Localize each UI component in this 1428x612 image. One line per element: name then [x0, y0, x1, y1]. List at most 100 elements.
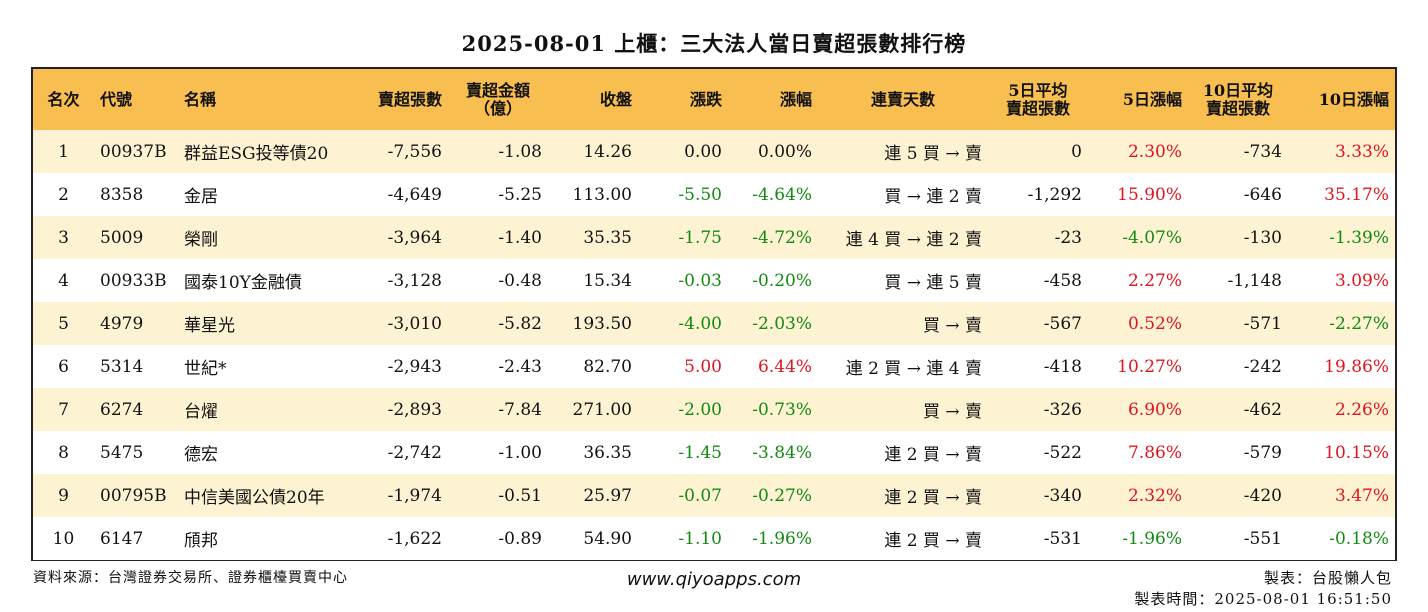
ranking-table: 名次 代號 名稱 賣超張數 賣超金額 （億） 收盤 漲跌 漲幅 連賣天數 5日平均…: [31, 67, 1397, 561]
cell-pct5: 2.27%: [1088, 259, 1188, 302]
cell-avg10: -571: [1188, 302, 1288, 345]
cell-avg5: -522: [988, 431, 1088, 474]
cell-avg5: -418: [988, 345, 1088, 388]
cell-sell-qty: -4,649: [348, 173, 448, 216]
cell-avg5: -458: [988, 259, 1088, 302]
cell-avg10: -579: [1188, 431, 1288, 474]
cell-avg10: -420: [1188, 474, 1288, 517]
cell-close: 14.26: [548, 130, 638, 173]
cell-pct10: 3.09%: [1288, 259, 1395, 302]
maker-credit: 製表：台股懶人包: [1264, 567, 1392, 588]
table-row: 9 00795B 中信美國公債20年 -1,974 -0.51 25.97 -0.07 -0.…: [33, 474, 1395, 517]
cell-rank: 9: [33, 474, 94, 517]
cell-code: 6147: [94, 517, 178, 560]
cell-name: 台燿: [178, 388, 348, 431]
cell-streak: 買 → 連 5 賣: [818, 259, 988, 302]
cell-pct5: -1.96%: [1088, 517, 1188, 560]
cell-sell-amt: -5.82: [448, 302, 548, 345]
cell-close: 25.97: [548, 474, 638, 517]
cell-pct: -0.27%: [728, 474, 818, 517]
header-avg5: 5日平均 賣超張數: [988, 69, 1088, 130]
header-avg10: 10日平均 賣超張數: [1188, 69, 1288, 130]
website-link[interactable]: www.qiyoapps.com: [0, 569, 1428, 590]
cell-streak: 連 2 買 → 連 4 賣: [818, 345, 988, 388]
cell-rank: 7: [33, 388, 94, 431]
cell-pct5: 10.27%: [1088, 345, 1188, 388]
cell-pct: -4.64%: [728, 173, 818, 216]
cell-change: -1.75: [638, 216, 728, 259]
cell-sell-amt: -2.43: [448, 345, 548, 388]
cell-streak: 買 → 賣: [818, 388, 988, 431]
cell-pct: -4.72%: [728, 216, 818, 259]
cell-avg10: -242: [1188, 345, 1288, 388]
cell-code: 00795B: [94, 474, 178, 517]
cell-avg5: -23: [988, 216, 1088, 259]
table-row: 8 5475 德宏 -2,742 -1.00 36.35 -1.45 -3.84% 連 2 買 …: [33, 431, 1395, 474]
cell-avg10: -130: [1188, 216, 1288, 259]
cell-avg10: -462: [1188, 388, 1288, 431]
table-row: 2 8358 金居 -4,649 -5.25 113.00 -5.50 -4.64% 買 → 連…: [33, 173, 1395, 216]
header-sell-amt-line2: （億）: [474, 99, 522, 118]
cell-pct10: 10.15%: [1288, 431, 1395, 474]
cell-pct5: 0.52%: [1088, 302, 1188, 345]
cell-change: -1.45: [638, 431, 728, 474]
cell-change: -4.00: [638, 302, 728, 345]
cell-avg10: -734: [1188, 130, 1288, 173]
cell-name: 華星光: [178, 302, 348, 345]
cell-pct10: -0.18%: [1288, 517, 1395, 560]
cell-streak: 連 2 買 → 賣: [818, 431, 988, 474]
header-streak: 連賣天數: [818, 69, 988, 130]
table-row: 5 4979 華星光 -3,010 -5.82 193.50 -4.00 -2.03% 買 → …: [33, 302, 1395, 345]
cell-rank: 8: [33, 431, 94, 474]
cell-sell-qty: -1,622: [348, 517, 448, 560]
cell-close: 271.00: [548, 388, 638, 431]
cell-avg5: -531: [988, 517, 1088, 560]
cell-code: 00937B: [94, 130, 178, 173]
cell-name: 榮剛: [178, 216, 348, 259]
cell-pct10: 35.17%: [1288, 173, 1395, 216]
cell-sell-amt: -1.40: [448, 216, 548, 259]
cell-code: 5314: [94, 345, 178, 388]
cell-pct10: 3.47%: [1288, 474, 1395, 517]
header-pct: 漲幅: [728, 69, 818, 130]
cell-sell-qty: -3,128: [348, 259, 448, 302]
cell-pct5: 7.86%: [1088, 431, 1188, 474]
cell-sell-amt: -0.48: [448, 259, 548, 302]
cell-sell-qty: -7,556: [348, 130, 448, 173]
cell-avg10: -551: [1188, 517, 1288, 560]
cell-streak: 連 4 買 → 連 2 賣: [818, 216, 988, 259]
cell-avg5: 0: [988, 130, 1088, 173]
cell-pct5: 2.30%: [1088, 130, 1188, 173]
cell-change: -0.03: [638, 259, 728, 302]
cell-pct5: 2.32%: [1088, 474, 1188, 517]
cell-streak: 連 5 買 → 賣: [818, 130, 988, 173]
cell-pct: -1.96%: [728, 517, 818, 560]
cell-avg10: -646: [1188, 173, 1288, 216]
cell-change: -2.00: [638, 388, 728, 431]
cell-name: 群益ESG投等債20: [178, 130, 348, 173]
cell-sell-qty: -3,010: [348, 302, 448, 345]
cell-sell-amt: -1.00: [448, 431, 548, 474]
cell-rank: 1: [33, 130, 94, 173]
cell-change: 0.00: [638, 130, 728, 173]
cell-streak: 連 2 買 → 賣: [818, 517, 988, 560]
cell-sell-amt: -5.25: [448, 173, 548, 216]
table-row: 4 00933B 國泰10Y金融債 -3,128 -0.48 15.34 -0.03 -0.2…: [33, 259, 1395, 302]
header-avg5-line2: 賣超張數: [1006, 99, 1070, 118]
cell-sell-qty: -1,974: [348, 474, 448, 517]
cell-change: -5.50: [638, 173, 728, 216]
cell-change: -1.10: [638, 517, 728, 560]
cell-sell-qty: -2,742: [348, 431, 448, 474]
cell-pct10: 19.86%: [1288, 345, 1395, 388]
cell-code: 4979: [94, 302, 178, 345]
cell-code: 5475: [94, 431, 178, 474]
cell-sell-amt: -0.51: [448, 474, 548, 517]
cell-rank: 4: [33, 259, 94, 302]
cell-sell-qty: -2,893: [348, 388, 448, 431]
header-change: 漲跌: [638, 69, 728, 130]
cell-pct5: -4.07%: [1088, 216, 1188, 259]
header-close: 收盤: [548, 69, 638, 130]
cell-pct: -0.73%: [728, 388, 818, 431]
cell-avg10: -1,148: [1188, 259, 1288, 302]
header-pct10: 10日漲幅: [1288, 69, 1395, 130]
